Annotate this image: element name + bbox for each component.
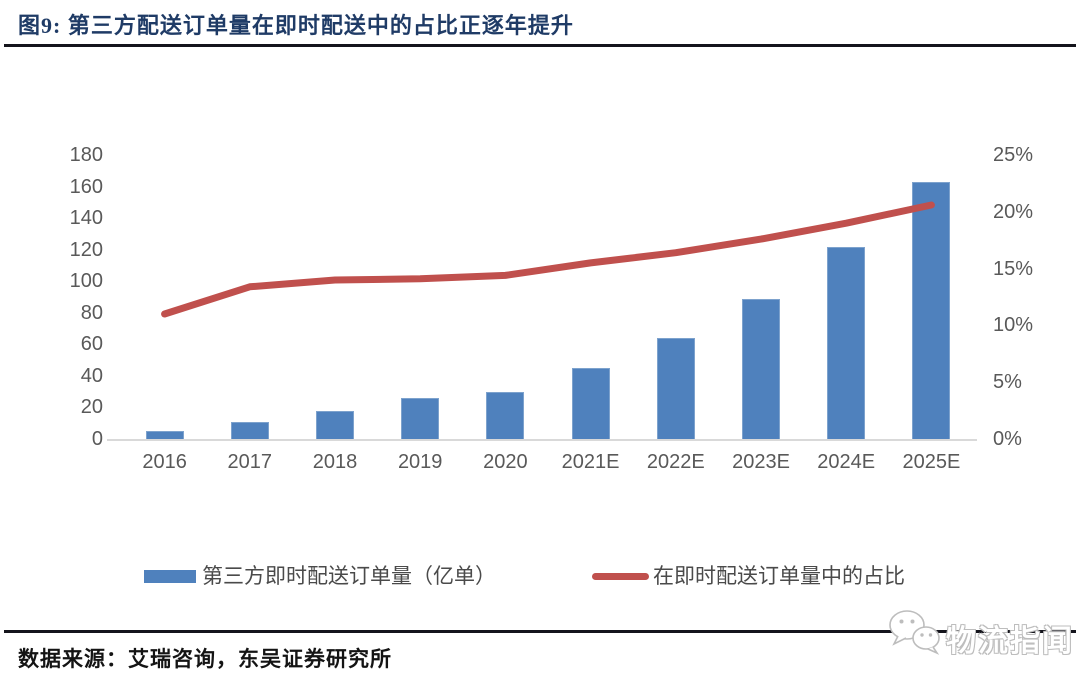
y-axis-left-tick: 160 (69, 175, 103, 198)
y-axis-right-tick: 0% (993, 428, 1022, 450)
bar-2018 (316, 410, 354, 439)
combo-chart: 0 20 40 60 80 100 120 140 160 180 0% 5% 10% 15% 20% 25… (69, 144, 1034, 473)
figure-title: 图9: 第三方配送订单量在即时配送中的占比正逐年提升 (18, 13, 574, 38)
x-axis-line (107, 439, 977, 441)
x-axis-label: 2021E (561, 451, 620, 473)
y-axis-left-tick: 40 (80, 364, 103, 387)
bar-2019 (401, 397, 440, 439)
title-rule (4, 44, 1076, 47)
x-axis-label: 2017 (227, 451, 273, 473)
legend-label-bar: 第三方即时配送订单量（亿单） (202, 565, 496, 588)
y-axis-left-tick: 20 (80, 396, 103, 419)
y-axis-left-tick: 100 (69, 270, 103, 293)
x-axis-label: 2022E (646, 451, 705, 473)
y-axis-right-tick: 15% (993, 257, 1034, 280)
wechat-icon (889, 610, 940, 655)
x-axis-label: 2023E (732, 451, 790, 473)
x-axis-label: 2025E (902, 451, 961, 473)
y-axis-left-tick: 0 (91, 428, 103, 450)
bar-2023E (742, 298, 780, 439)
bar-2020 (486, 391, 525, 439)
y-axis-left-tick: 60 (80, 333, 103, 356)
bar-2016 (145, 431, 184, 439)
watermark-text: 物流指闻 (946, 625, 1074, 658)
bar-2022E (656, 338, 695, 439)
bar-2025E (912, 181, 951, 439)
y-axis-right-tick: 25% (993, 144, 1034, 166)
x-axis-label: 2016 (142, 451, 187, 473)
bar-2017 (230, 421, 269, 439)
y-axis-left-tick: 180 (69, 144, 103, 166)
bar-2024E (827, 246, 866, 439)
y-axis-right-tick: 10% (993, 314, 1034, 337)
y-axis-right-tick: 5% (993, 371, 1022, 394)
x-axis-label: 2024E (817, 451, 876, 473)
legend-swatch-bar (144, 570, 196, 583)
x-axis-label: 2018 (312, 451, 358, 473)
share-line (161, 201, 935, 318)
footer-rule (4, 630, 1076, 633)
x-axis-label: 2019 (397, 451, 443, 473)
legend-label-line: 在即时配送订单量中的占比 (653, 565, 905, 588)
x-axis-label: 2020 (483, 451, 528, 473)
legend-swatch-line (592, 573, 649, 580)
y-axis-left-tick: 80 (80, 301, 103, 324)
y-axis-right-tick: 20% (993, 200, 1034, 223)
data-source-note: 数据来源：艾瑞咨询，东吴证券研究所 (18, 647, 392, 671)
y-axis-left-tick: 140 (69, 207, 103, 230)
watermark: 物流指闻 (886, 606, 1076, 658)
bar-2021E (571, 368, 610, 439)
y-axis-left-tick: 120 (69, 238, 103, 261)
